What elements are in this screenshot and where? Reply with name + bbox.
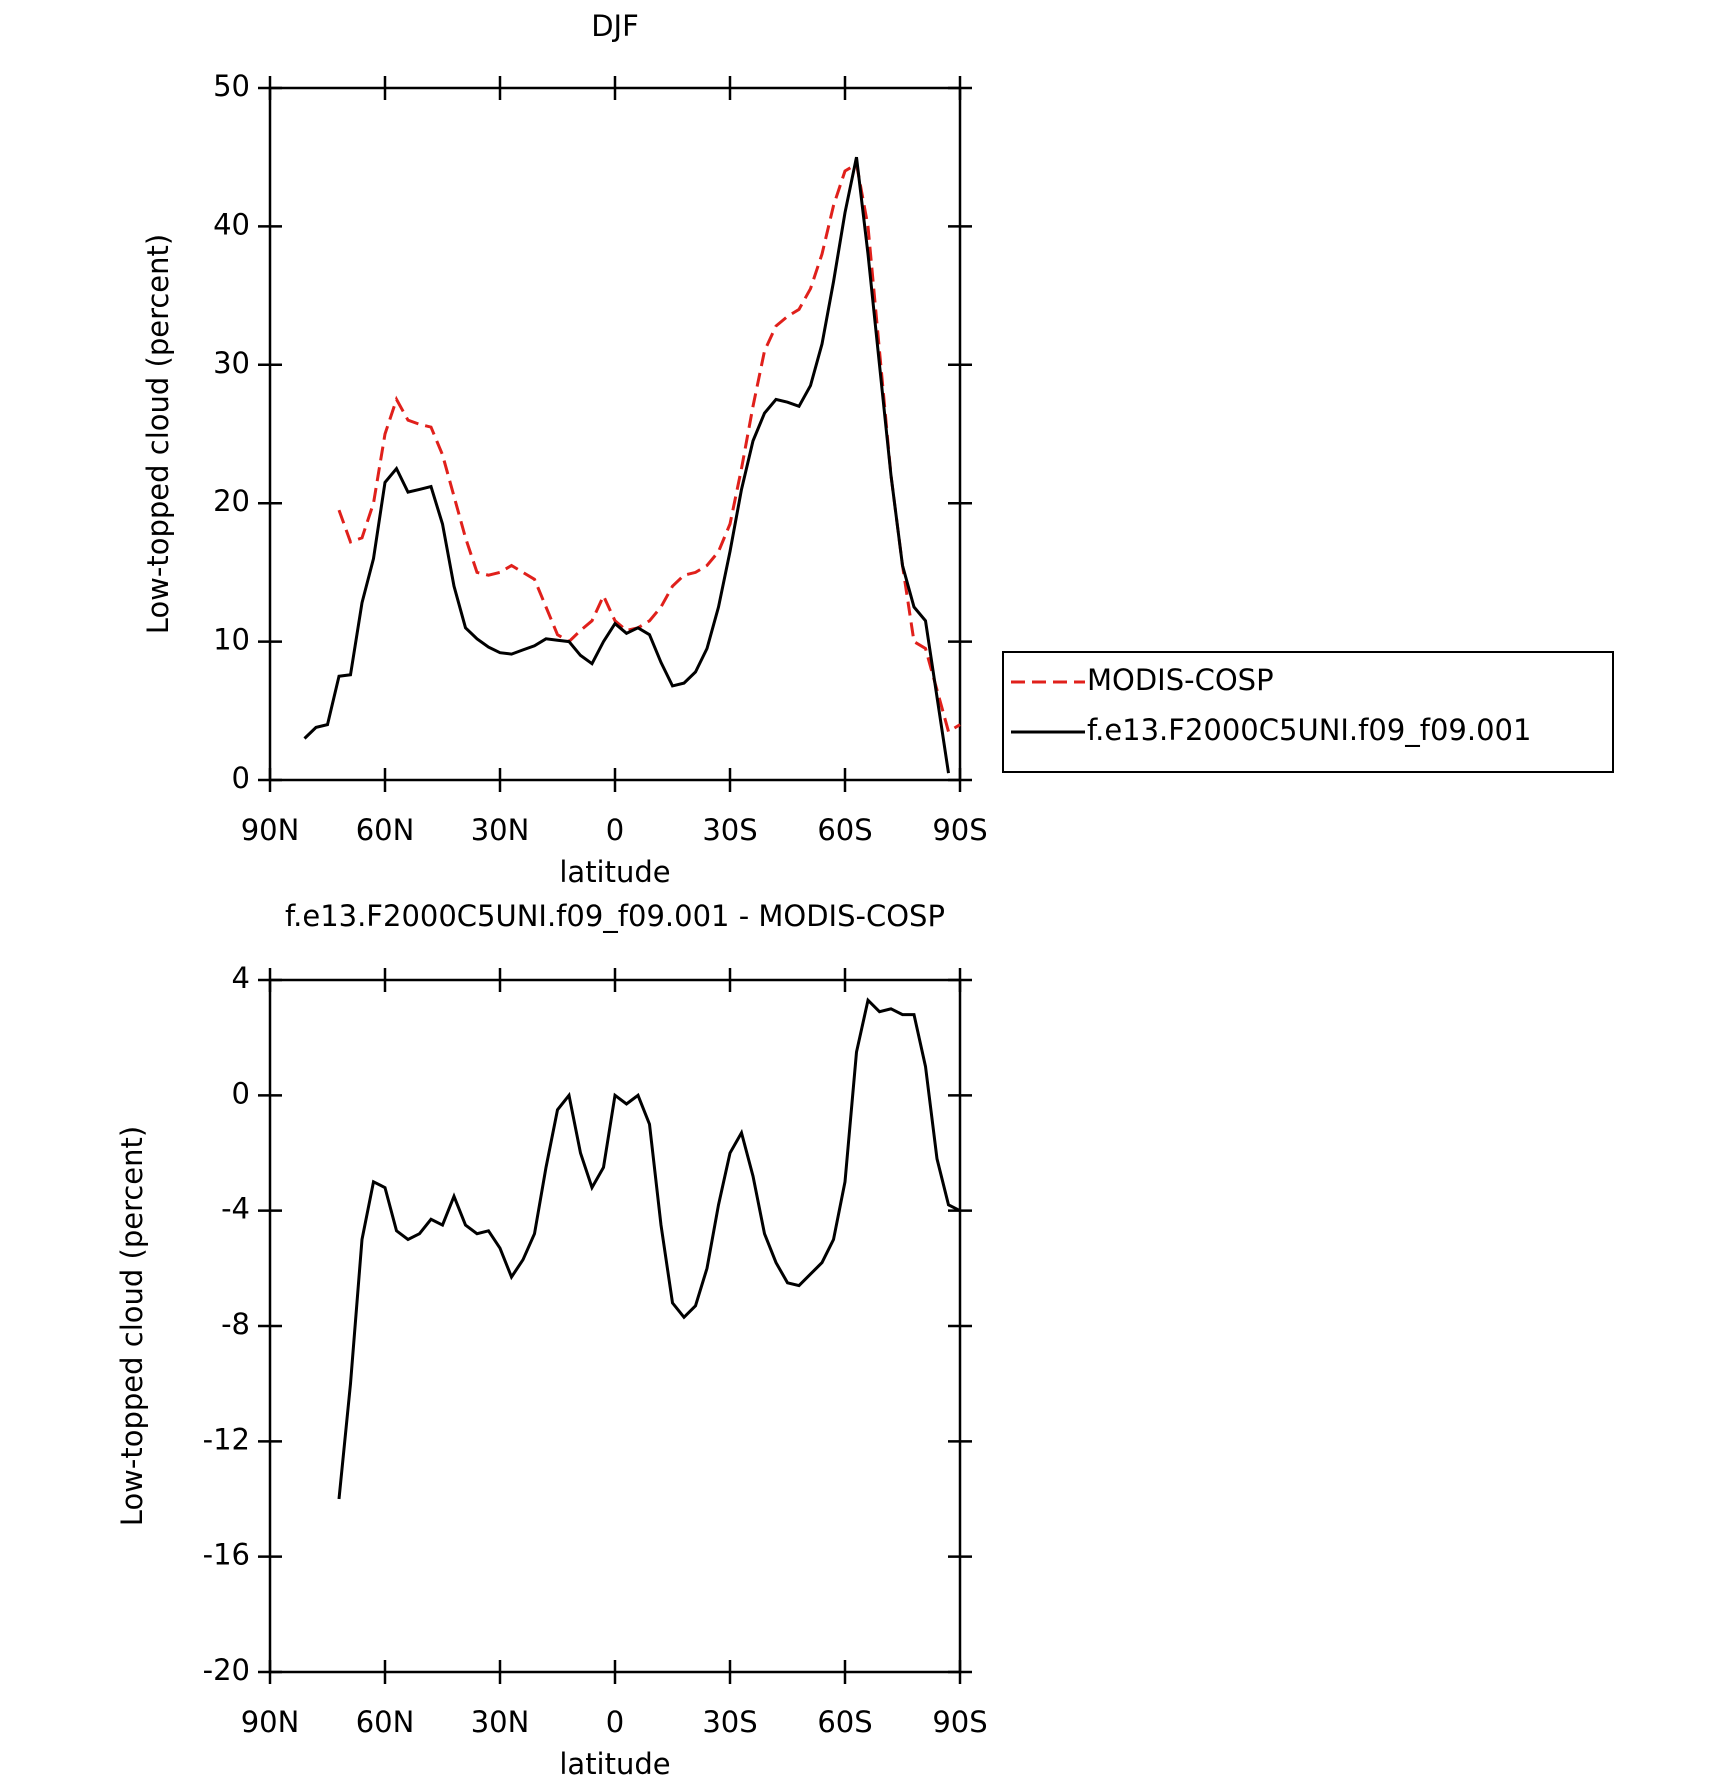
y-tick-label: -4 [221,1192,250,1226]
y-axis-label: Low-topped cloud (percent) [141,234,175,634]
y-tick-label: 30 [213,346,250,380]
x-tick-label: 0 [606,813,624,847]
data-line [303,156,950,774]
x-tick-label: 60N [356,813,415,847]
y-tick-label: 10 [213,623,250,657]
y-tick-label: -16 [203,1538,250,1572]
x-tick-label: 60S [817,1705,872,1739]
legend-label: MODIS-COSP [1087,663,1274,697]
x-tick-label: 90N [241,1705,300,1739]
x-tick-label: 0 [606,1705,624,1739]
x-axis-label: latitude [559,855,670,889]
plot-frame [268,86,962,782]
y-tick-label: 0 [232,761,250,795]
y-tick-label: 0 [232,1076,250,1110]
y-tick-label: -12 [203,1422,250,1456]
y-tick-label: 20 [213,484,250,518]
x-tick-label: 30N [471,813,530,847]
chart-title: DJF [591,9,639,43]
y-tick-label: 4 [232,961,250,995]
x-tick-label: 90S [932,1705,987,1739]
y-axis-label: Low-topped cloud (percent) [115,1126,149,1526]
y-tick-label: -20 [203,1653,250,1687]
x-tick-label: 60S [817,813,872,847]
y-tick-label: 40 [213,207,250,241]
x-tick-label: 90N [241,813,300,847]
data-line [337,997,961,1500]
x-tick-label: 30N [471,1705,530,1739]
y-tick-label: 50 [213,69,250,103]
y-tick-label: -8 [221,1307,250,1341]
chart-title: f.e13.F2000C5UNI.f09_f09.001 - MODIS-COS… [285,899,945,933]
plot-frame [268,978,962,1674]
x-tick-label: 30S [702,813,757,847]
legend-label: f.e13.F2000C5UNI.f09_f09.001 [1087,713,1531,747]
x-tick-label: 30S [702,1705,757,1739]
x-axis-label: latitude [559,1747,670,1777]
x-tick-label: 90S [932,813,987,847]
x-tick-label: 60N [356,1705,415,1739]
legend-box [1002,651,1614,773]
